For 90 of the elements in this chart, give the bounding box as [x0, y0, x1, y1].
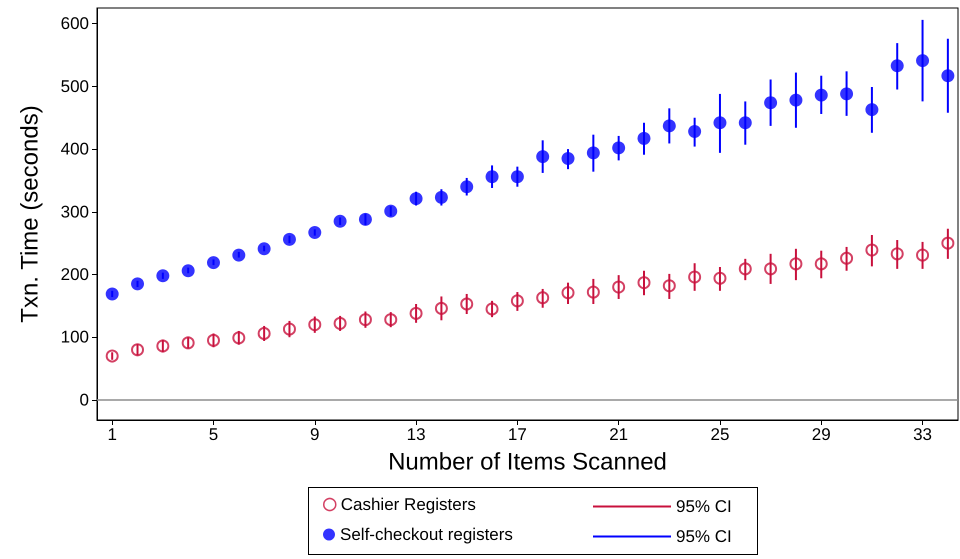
point	[738, 262, 752, 276]
point	[131, 277, 144, 290]
point	[182, 264, 195, 278]
point	[890, 59, 904, 72]
point	[536, 150, 550, 164]
point	[662, 119, 676, 132]
point	[586, 286, 600, 299]
text: 95% CI	[676, 527, 732, 546]
x-tick-label: 9	[310, 425, 320, 444]
y-tick-label: 200	[60, 265, 89, 284]
point	[334, 316, 347, 330]
point	[384, 313, 398, 326]
point	[358, 212, 372, 226]
point	[282, 232, 296, 246]
x-tick-label: 33	[913, 425, 932, 444]
legend-label: Self-checkout registers	[340, 525, 513, 544]
point	[182, 336, 195, 350]
point	[764, 262, 778, 276]
y-axis-title: Txn. Time (seconds)	[16, 105, 44, 323]
y-tick-label: 400	[60, 140, 89, 159]
point	[562, 152, 575, 165]
point	[688, 270, 702, 284]
x-tick-label: 17	[508, 425, 527, 444]
point	[232, 331, 246, 344]
x-tick-label: 1	[107, 425, 117, 444]
point	[738, 116, 752, 130]
point	[232, 248, 246, 262]
point	[410, 192, 423, 206]
x-tick-label: 25	[710, 425, 730, 444]
point	[510, 294, 524, 308]
point	[814, 257, 828, 270]
point	[789, 94, 802, 107]
point	[662, 279, 676, 292]
point	[486, 170, 499, 184]
point	[840, 87, 854, 100]
point	[106, 287, 119, 300]
point	[156, 340, 170, 352]
point	[941, 236, 954, 250]
point	[586, 146, 600, 160]
y-tick-label: 500	[60, 76, 89, 96]
x-tick-label: 29	[812, 425, 831, 444]
point	[638, 276, 650, 290]
point	[106, 350, 119, 363]
point	[258, 326, 271, 340]
point	[410, 306, 423, 320]
point	[764, 96, 778, 110]
x-axis-title: Number of Items Scanned	[388, 448, 667, 476]
point	[434, 302, 448, 315]
point	[814, 88, 828, 102]
point	[638, 132, 650, 145]
x-tick-label: 5	[208, 425, 218, 444]
point	[916, 248, 930, 262]
y-tick-label: 600	[60, 14, 89, 34]
y-tick-label: 0	[80, 390, 89, 410]
point	[258, 242, 271, 256]
point	[510, 170, 524, 184]
point	[358, 313, 372, 326]
point	[789, 257, 802, 270]
point	[207, 256, 220, 270]
x-tick-label: 13	[406, 425, 426, 444]
point	[865, 103, 878, 116]
point	[713, 272, 726, 285]
point	[460, 180, 474, 194]
legend-label: Cashier Registers	[340, 495, 476, 514]
text: 95% CI	[676, 497, 732, 516]
point	[536, 291, 550, 304]
point	[840, 252, 854, 265]
point	[688, 125, 702, 138]
point	[865, 244, 878, 257]
point	[308, 226, 322, 239]
point	[384, 204, 398, 218]
point	[334, 214, 347, 228]
point	[941, 69, 954, 82]
point	[207, 334, 220, 347]
point	[434, 190, 448, 204]
point	[131, 343, 144, 356]
point	[460, 297, 474, 310]
point	[308, 318, 322, 332]
point	[713, 116, 726, 130]
y-tick-label: 300	[60, 202, 89, 222]
point	[916, 54, 930, 68]
point	[282, 322, 296, 336]
point	[612, 280, 626, 294]
point	[612, 141, 626, 154]
point	[486, 302, 499, 316]
x-tick-label: 21	[609, 425, 628, 444]
point	[562, 286, 575, 300]
y-tick-label: 100	[60, 328, 89, 347]
point	[156, 269, 170, 282]
point	[890, 247, 904, 260]
